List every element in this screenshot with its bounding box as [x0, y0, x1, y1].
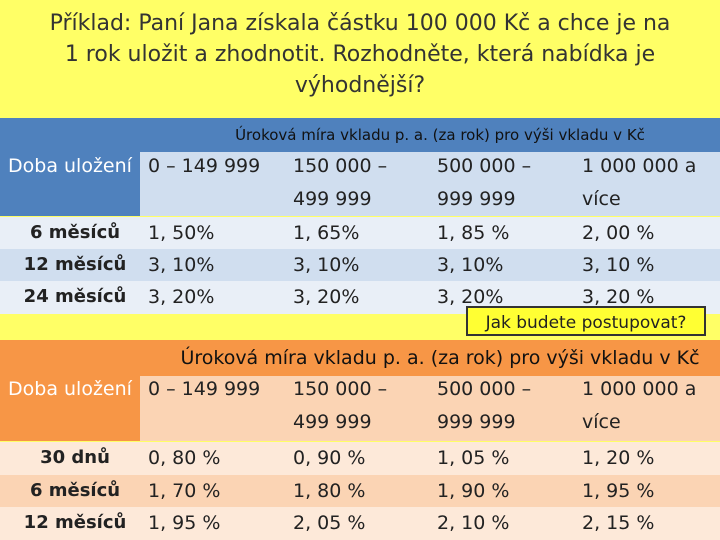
row-band	[0, 249, 720, 282]
row-header-band	[0, 376, 140, 441]
column-header: 499 999	[293, 411, 372, 433]
row-header: Doba uložení	[8, 155, 132, 177]
callout: Jak budete postupovat?	[466, 306, 706, 336]
row-label: 6 měsíců	[29, 480, 121, 501]
cell: 3, 20%	[148, 286, 215, 308]
columns-band	[140, 152, 720, 216]
column-header: 150 000 –	[293, 155, 388, 177]
cell: 0, 90 %	[293, 447, 366, 469]
row-label: 12 měsíců	[23, 254, 127, 275]
columns-band	[140, 376, 720, 441]
cell: 1, 90 %	[437, 480, 510, 502]
cell: 3, 10%	[148, 254, 215, 276]
column-header: 1 000 000 a	[582, 155, 697, 177]
row-band	[0, 217, 720, 250]
column-header: 499 999	[293, 188, 372, 210]
column-header: více	[582, 188, 621, 210]
column-header: více	[582, 411, 621, 433]
title-line: Příklad: Paní Jana získala částku 100 00…	[49, 11, 671, 36]
cell: 1, 05 %	[437, 447, 510, 469]
cell: 1, 50%	[148, 222, 215, 244]
column-header: 999 999	[437, 188, 516, 210]
header-band	[0, 118, 720, 152]
table-header: Úroková míra vkladu p. a. (za rok) pro v…	[235, 126, 645, 144]
cell: 1, 80 %	[293, 480, 366, 502]
row-header-band	[0, 152, 140, 216]
cell: 2, 15 %	[582, 512, 655, 534]
cell: 0, 80 %	[148, 447, 221, 469]
cell: 3, 20 %	[582, 286, 655, 308]
column-header: 150 000 –	[293, 378, 388, 400]
cell: 3, 10 %	[582, 254, 655, 276]
column-header: 500 000 –	[437, 155, 532, 177]
title: Příklad: Paní Jana získala částku 100 00…	[0, 8, 720, 101]
row-label: 12 měsíců	[23, 512, 127, 533]
row-label: 30 dnů	[40, 447, 110, 468]
cell: 3, 20%	[293, 286, 360, 308]
cell: 1, 65%	[293, 222, 360, 244]
cell: 1, 70 %	[148, 480, 221, 502]
row-label: 6 měsíců	[29, 222, 121, 243]
title-line: 1 rok uložit a zhodnotit. Rozhodněte, kt…	[64, 42, 656, 67]
cell: 2, 05 %	[293, 512, 366, 534]
title-line: výhodnější?	[294, 73, 426, 98]
cell: 3, 10%	[293, 254, 360, 276]
cell: 2, 10 %	[437, 512, 510, 534]
cell: 1, 85 %	[437, 222, 510, 244]
column-header: 0 – 149 999	[148, 378, 261, 400]
cell: 2, 00 %	[582, 222, 655, 244]
column-header: 1 000 000 a	[582, 378, 697, 400]
row-band	[0, 507, 720, 540]
cell: 1, 95 %	[148, 512, 221, 534]
row-band	[0, 475, 720, 508]
column-header: 999 999	[437, 411, 516, 433]
header-band	[0, 340, 720, 376]
column-header: 0 – 149 999	[148, 155, 261, 177]
column-header: 500 000 –	[437, 378, 532, 400]
row-band	[0, 442, 720, 475]
cell: 1, 95 %	[582, 480, 655, 502]
table-header: Úroková míra vkladu p. a. (za rok) pro v…	[180, 347, 700, 369]
row-label: 24 měsíců	[23, 286, 127, 307]
row-header: Doba uložení	[8, 378, 132, 400]
cell: 3, 20%	[437, 286, 504, 308]
cell: 3, 10%	[437, 254, 504, 276]
cell: 1, 20 %	[582, 447, 655, 469]
